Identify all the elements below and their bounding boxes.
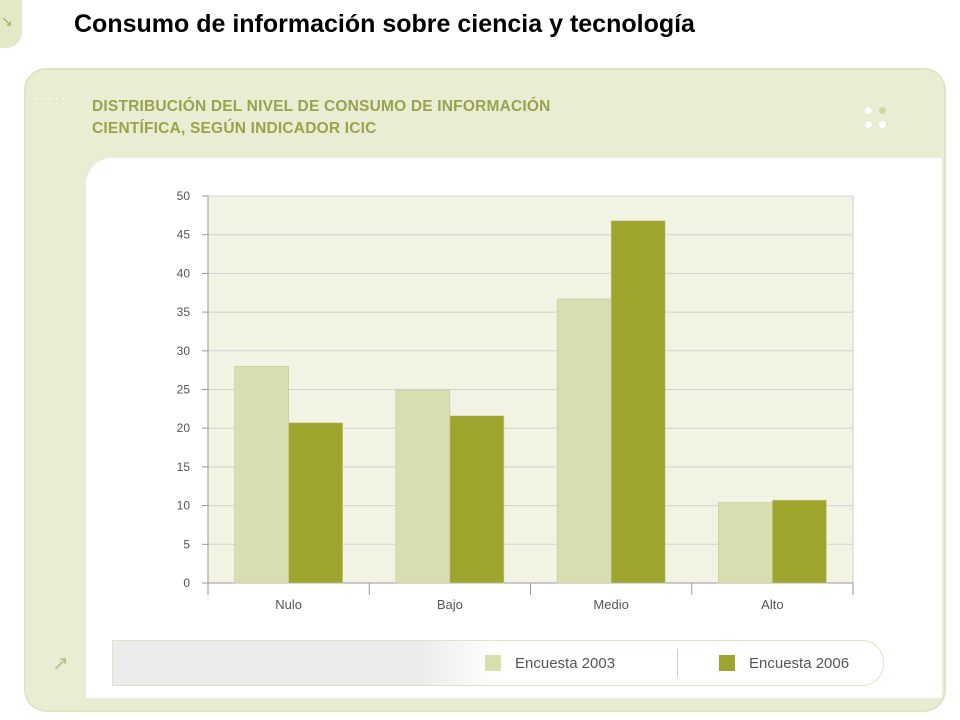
bar-encuesta-2006-bajo	[449, 415, 505, 584]
corner-tab: ↘	[0, 0, 22, 48]
legend-swatch-2006	[719, 655, 735, 671]
chart-title-line-2: CIENTÍFICA, SEGÚN INDICADOR ICIC	[92, 120, 377, 137]
legend-divider	[677, 649, 678, 677]
y-tick-label: 35	[177, 305, 191, 319]
y-tick-label: 5	[183, 537, 190, 551]
y-tick-label: 20	[177, 421, 191, 435]
chart-title-line-1: DISTRIBUCIÓN DEL NIVEL DE CONSUMO DE INF…	[92, 98, 551, 115]
corner-arrow-icon: ↘	[1, 13, 13, 29]
x-tick-label: Nulo	[275, 597, 302, 612]
slide-title: Consumo de información sobre ciencia y t…	[74, 10, 695, 38]
y-tick-label: 45	[177, 228, 191, 242]
bar-encuesta-2003-nulo	[234, 365, 289, 584]
bar-encuesta-2003-alto	[718, 502, 773, 584]
y-tick-label: 30	[177, 344, 191, 358]
chart-title: DISTRIBUCIÓN DEL NIVEL DE CONSUMO DE INF…	[92, 96, 551, 140]
y-tick-label: 50	[177, 189, 191, 203]
x-tick-label: Bajo	[437, 597, 463, 612]
legend-label-2006: Encuesta 2006	[749, 654, 850, 672]
y-tick-label: 0	[183, 576, 190, 590]
legend-label-2003: Encuesta 2003	[515, 654, 616, 672]
x-tick-label: Alto	[761, 597, 783, 612]
bar-encuesta-2003-medio	[556, 298, 612, 584]
bar-encuesta-2006-alto	[772, 499, 827, 584]
legend-item-2006: Encuesta 2006	[719, 654, 849, 672]
legend-item-2003: Encuesta 2003	[485, 654, 615, 672]
legend: Encuesta 2003 Encuesta 2006	[112, 640, 884, 686]
y-tick-label: 40	[177, 266, 191, 280]
y-tick-label: 15	[177, 460, 191, 474]
legend-swatch-2003	[485, 655, 501, 671]
diagonal-arrow-icon: ↗	[52, 653, 69, 675]
bar-encuesta-2003-bajo	[395, 389, 451, 584]
bar-encuesta-2006-nulo	[288, 422, 343, 584]
decorative-dots-icon: :::::	[34, 95, 70, 107]
bar-encuesta-2006-medio	[610, 220, 666, 584]
decorative-dot-grid-icon	[862, 104, 890, 132]
y-tick-label: 25	[177, 383, 191, 397]
y-tick-label: 10	[177, 499, 191, 513]
x-tick-label: Medio	[593, 597, 628, 612]
